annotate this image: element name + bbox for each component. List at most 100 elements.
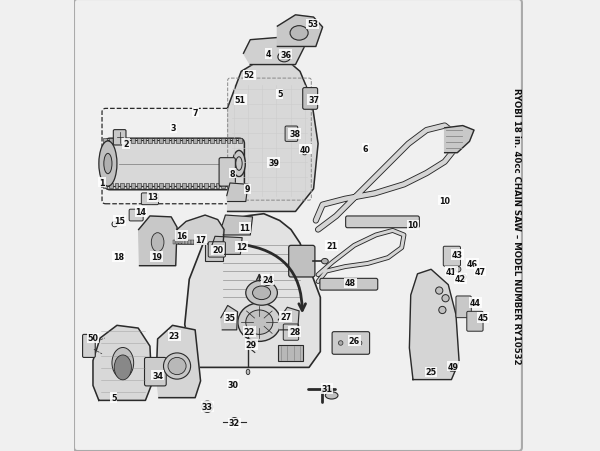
- Text: 24: 24: [262, 275, 273, 284]
- Ellipse shape: [436, 287, 443, 295]
- Bar: [210, 184, 214, 189]
- Text: 13: 13: [148, 193, 158, 202]
- Text: 6: 6: [363, 144, 368, 153]
- FancyBboxPatch shape: [303, 88, 317, 110]
- Text: 14: 14: [136, 207, 146, 216]
- Ellipse shape: [202, 401, 213, 412]
- Text: 38: 38: [289, 130, 300, 139]
- Ellipse shape: [238, 303, 281, 342]
- Text: 53: 53: [307, 20, 318, 29]
- FancyBboxPatch shape: [289, 246, 315, 277]
- Text: 50: 50: [88, 334, 98, 343]
- Bar: [115, 139, 118, 143]
- Text: 39: 39: [268, 159, 279, 168]
- FancyBboxPatch shape: [142, 193, 158, 205]
- Text: 46: 46: [467, 259, 478, 268]
- Polygon shape: [177, 216, 224, 244]
- Bar: [109, 184, 113, 189]
- Text: 37: 37: [308, 96, 319, 105]
- Polygon shape: [277, 16, 323, 47]
- Text: 15: 15: [114, 216, 125, 226]
- Bar: [205, 139, 208, 143]
- Bar: [160, 184, 163, 189]
- Bar: [131, 184, 135, 189]
- Ellipse shape: [99, 142, 117, 187]
- Ellipse shape: [246, 369, 250, 375]
- Bar: [221, 184, 225, 189]
- Polygon shape: [156, 326, 200, 398]
- Bar: [173, 241, 175, 244]
- Bar: [120, 184, 124, 189]
- Text: 18: 18: [113, 253, 124, 262]
- Text: 49: 49: [448, 362, 459, 371]
- Text: 44: 44: [470, 299, 481, 308]
- Ellipse shape: [325, 392, 338, 399]
- Bar: [143, 139, 146, 143]
- Text: 12: 12: [236, 243, 247, 252]
- Text: 9: 9: [244, 185, 250, 194]
- Text: 20: 20: [212, 246, 223, 255]
- Bar: [182, 241, 185, 244]
- Text: 22: 22: [244, 327, 255, 336]
- Text: 19: 19: [151, 253, 162, 262]
- Bar: [194, 241, 197, 244]
- Bar: [278, 345, 303, 361]
- Ellipse shape: [278, 53, 290, 63]
- Bar: [188, 241, 191, 244]
- Ellipse shape: [449, 364, 456, 371]
- Text: 42: 42: [455, 274, 466, 283]
- Text: 7: 7: [193, 108, 198, 117]
- Bar: [188, 184, 191, 189]
- Polygon shape: [227, 184, 248, 202]
- Bar: [227, 139, 230, 143]
- Bar: [176, 139, 180, 143]
- FancyBboxPatch shape: [346, 216, 419, 228]
- Polygon shape: [212, 237, 242, 255]
- Bar: [176, 184, 180, 189]
- Text: 48: 48: [345, 279, 356, 288]
- Text: 8: 8: [229, 169, 235, 178]
- Ellipse shape: [168, 358, 186, 375]
- FancyBboxPatch shape: [283, 324, 299, 341]
- Ellipse shape: [338, 341, 343, 345]
- Bar: [182, 184, 185, 189]
- FancyArrowPatch shape: [242, 245, 305, 311]
- Ellipse shape: [290, 27, 308, 41]
- Bar: [193, 184, 197, 189]
- Bar: [120, 139, 124, 143]
- Bar: [137, 139, 140, 143]
- Bar: [188, 139, 191, 143]
- Ellipse shape: [461, 275, 466, 280]
- FancyBboxPatch shape: [129, 210, 143, 221]
- Bar: [170, 139, 174, 143]
- Ellipse shape: [246, 345, 250, 348]
- Text: 34: 34: [152, 371, 163, 380]
- Polygon shape: [139, 216, 177, 266]
- Polygon shape: [409, 270, 459, 380]
- FancyBboxPatch shape: [320, 279, 378, 290]
- Polygon shape: [445, 126, 474, 153]
- Ellipse shape: [112, 222, 118, 227]
- Bar: [143, 184, 146, 189]
- Text: 17: 17: [195, 235, 206, 244]
- Text: 3: 3: [170, 124, 176, 133]
- Bar: [232, 184, 236, 189]
- Polygon shape: [221, 306, 238, 330]
- FancyBboxPatch shape: [285, 127, 298, 142]
- FancyBboxPatch shape: [208, 242, 226, 258]
- Ellipse shape: [253, 286, 271, 300]
- Ellipse shape: [263, 278, 272, 286]
- Bar: [221, 139, 225, 143]
- Text: 40: 40: [300, 145, 311, 154]
- Ellipse shape: [114, 355, 131, 380]
- Bar: [103, 184, 107, 189]
- Text: 35: 35: [224, 313, 235, 322]
- Ellipse shape: [269, 161, 277, 168]
- Bar: [193, 139, 197, 143]
- Ellipse shape: [246, 310, 273, 335]
- Ellipse shape: [151, 233, 164, 252]
- Bar: [154, 184, 157, 189]
- Bar: [215, 184, 219, 189]
- Bar: [170, 184, 174, 189]
- Ellipse shape: [230, 382, 236, 387]
